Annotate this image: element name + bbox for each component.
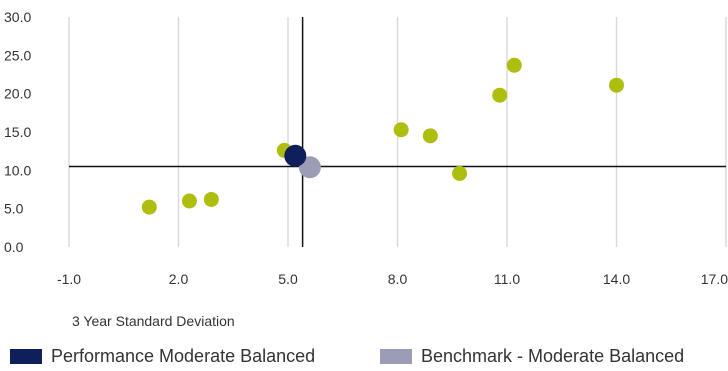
legend-swatch-performance	[10, 349, 42, 364]
peer-point	[492, 87, 508, 103]
y-tick-label: 0.0	[4, 239, 24, 255]
x-tick-label: 17.0	[701, 271, 728, 287]
x-axis-label: 3 Year Standard Deviation	[72, 313, 235, 329]
peer-point	[609, 77, 624, 93]
y-tick-label: 5.0	[4, 201, 24, 217]
x-tick-label: 2.0	[169, 271, 189, 287]
legend-swatch-benchmark	[380, 349, 412, 364]
legend-item-performance: Performance Moderate Balanced	[10, 346, 315, 367]
x-tick-label: -1.0	[57, 271, 81, 287]
legend-label-benchmark: Benchmark - Moderate Balanced	[421, 346, 685, 366]
legend-item-benchmark: Benchmark - Moderate Balanced	[380, 346, 684, 367]
peer-point	[506, 57, 522, 73]
y-tick-label: 25.0	[4, 47, 31, 63]
peer-point	[141, 199, 157, 215]
x-tick-label: 5.0	[278, 271, 298, 287]
y-tick-label: 30.0	[4, 9, 31, 25]
legend-label-performance: Performance Moderate Balanced	[51, 346, 316, 366]
peer-point	[203, 191, 219, 207]
x-tick-label: 11.0	[494, 271, 520, 287]
x-axis-tick-labels: -1.0 2.0 5.0 8.0 11.0 14.0 17.0	[57, 271, 728, 287]
y-tick-label: 10.0	[4, 162, 31, 178]
peer-point	[422, 128, 438, 144]
crosshair-lines	[69, 17, 726, 247]
x-tick-label: 14.0	[603, 271, 630, 287]
y-axis-tick-labels: 0.0 5.0 10.0 15.0 20.0 25.0 30.0	[4, 9, 31, 255]
y-tick-label: 20.0	[4, 86, 31, 102]
peer-point	[393, 122, 409, 138]
y-tick-label: 15.0	[4, 124, 31, 140]
data-points	[141, 57, 624, 215]
vertical-gridlines	[68, 17, 727, 247]
performance-point	[284, 144, 307, 167]
peer-point	[452, 165, 468, 181]
peer-point	[181, 193, 197, 209]
x-tick-label: 8.0	[388, 271, 408, 287]
